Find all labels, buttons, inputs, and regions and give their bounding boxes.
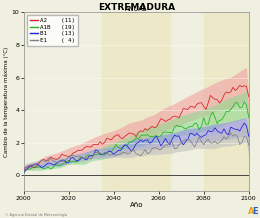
Text: E: E	[252, 207, 257, 216]
Bar	[102, 12, 170, 191]
Text: ANUAL: ANUAL	[125, 6, 147, 12]
Bar	[204, 12, 249, 191]
Y-axis label: Cambio de la temperatura máxima (°C): Cambio de la temperatura máxima (°C)	[3, 47, 9, 157]
Title: EXTREMADURA: EXTREMADURA	[98, 3, 175, 12]
Text: © Agencia Estatal de Meteorología: © Agencia Estatal de Meteorología	[5, 213, 67, 217]
Text: A: A	[248, 207, 255, 216]
X-axis label: Año: Año	[129, 202, 143, 208]
Legend: A2    (11), A1B   (19), B1    (13), E1    ( 4): A2 (11), A1B (19), B1 (13), E1 ( 4)	[27, 15, 78, 46]
